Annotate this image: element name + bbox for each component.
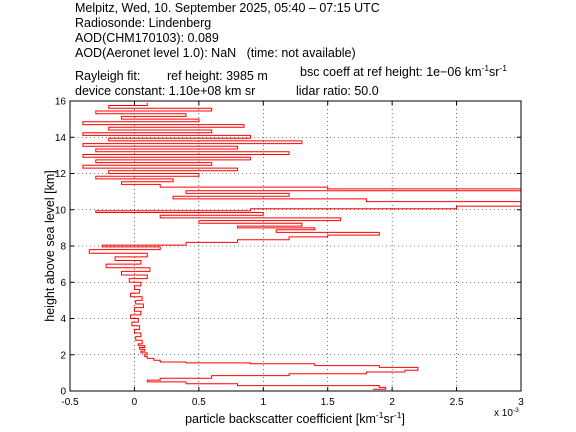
y-axis-ticks: 0 2 4 6 8 10 12 14 16 <box>55 97 521 398</box>
x-tick-label: 2 <box>389 397 395 408</box>
y-tick-label: 4 <box>60 314 66 325</box>
x-tick-label: -0.5 <box>61 397 79 408</box>
aod-chm-line: AOD(CHM170103): 0.089 <box>75 31 219 45</box>
y-tick-label: 14 <box>55 133 67 144</box>
x-tick-label: 0.5 <box>192 397 206 408</box>
x-axis-label: particle backscatter coefficient [km-1sr… <box>185 410 405 426</box>
y-tick-label: 8 <box>60 242 66 253</box>
lidar-ratio-label: lidar ratio: 50.0 <box>296 84 379 98</box>
backscatter-profile-line <box>82 102 521 390</box>
x-tick-label: 0 <box>132 397 138 408</box>
grid-lines <box>70 101 521 391</box>
series-group <box>82 102 521 390</box>
plot-frame <box>69 100 522 392</box>
ref-height-label: ref height: 3985 m <box>167 69 268 83</box>
x-axis-ticks: -0.5 0 0.5 1 1.5 2 2.5 3 <box>61 101 524 408</box>
x-scale-factor: x 10-3 <box>494 407 519 419</box>
x-tick-label: 2.5 <box>450 397 464 408</box>
bsc-coeff-label: bsc coeff at ref height: 1e−06 km-1sr-1 <box>300 62 508 79</box>
y-tick-label: 2 <box>60 350 66 361</box>
x-tick-label: 1.5 <box>321 397 335 408</box>
radiosonde-line: Radiosonde: Lindenberg <box>75 16 212 30</box>
device-constant-label: device constant: 1.10e+08 km sr <box>75 84 256 98</box>
y-tick-label: 16 <box>55 97 67 108</box>
x-tick-label: 1 <box>261 397 267 408</box>
rayleigh-fit-label: Rayleigh fit: <box>75 69 141 83</box>
x-tick-label: 3 <box>518 397 524 408</box>
y-tick-label: 0 <box>60 387 66 398</box>
y-tick-label: 10 <box>55 205 67 216</box>
y-tick-label: 12 <box>55 169 67 180</box>
y-axis-label: height above sea level [km] <box>43 170 57 321</box>
aod-aeronet-line: AOD(Aeronet level 1.0): NaN (time: not a… <box>75 46 356 60</box>
title-line: Melpitz, Wed, 10. September 2025, 05:40 … <box>75 1 380 15</box>
y-tick-label: 6 <box>60 278 66 289</box>
